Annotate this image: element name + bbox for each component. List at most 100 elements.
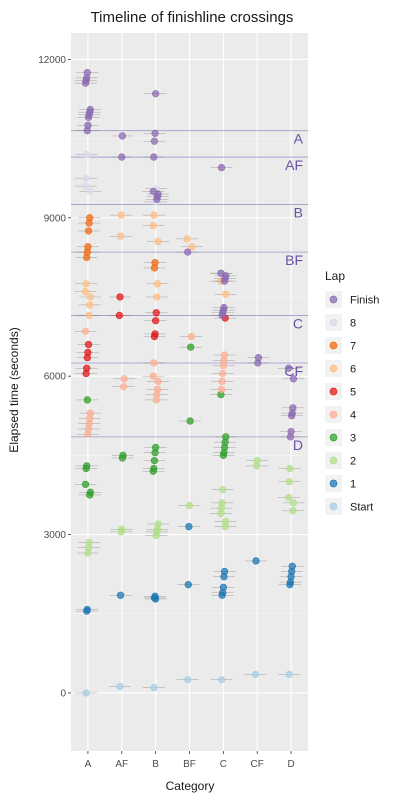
y-tick-label: 0 [60,688,66,699]
data-point [151,259,159,267]
data-point [153,280,162,288]
x-tick-label: CF [251,759,264,770]
data-point [217,269,225,277]
legend-label: 7 [350,341,356,353]
data-point [219,369,227,378]
data-point [151,90,160,98]
data-point [254,354,263,362]
data-point [120,375,128,383]
data-point [218,499,226,507]
data-point [220,567,229,576]
y-axis-title: Elapsed time (seconds) [7,327,21,452]
data-point [149,372,157,380]
data-point [153,385,162,394]
reference-line-label: D [293,437,303,453]
data-point [151,330,159,338]
data-point [118,132,127,140]
data-point [289,499,298,507]
data-point [117,211,125,219]
data-point [116,232,125,240]
data-point [287,427,295,436]
data-point [188,243,196,251]
data-point [150,359,158,367]
data-point [154,237,162,246]
data-point [86,409,94,417]
data-point [153,293,161,301]
legend-key [329,502,338,511]
reference-line-label: BF [285,252,303,268]
legend-label: 5 [350,387,356,399]
data-point [253,456,261,465]
legend-label: 3 [350,433,356,445]
data-point [83,462,91,470]
data-point [119,383,128,391]
data-point [220,351,229,359]
data-point [151,129,159,137]
chart-title: Timeline of finishline crossings [91,9,294,26]
data-point [84,227,93,235]
data-point [149,187,157,196]
data-point [83,364,91,372]
y-tick-label: 12000 [38,55,66,66]
y-tick-label: 9000 [44,213,67,224]
data-point [219,486,227,494]
legend-label: 2 [350,456,356,468]
data-point [185,501,194,510]
data-point [86,293,94,301]
data-point [184,581,192,589]
data-point [116,682,124,691]
data-point [85,311,93,320]
reference-line-label: B [294,205,303,221]
data-point [187,343,195,351]
data-point [150,683,158,692]
data-points [74,68,305,697]
legend-key [329,456,338,465]
legend-label: Finish [350,295,379,307]
data-point [286,464,294,473]
legend-label: 4 [350,410,356,422]
data-point [150,456,159,465]
data-point [154,520,162,528]
legend-label: 8 [350,318,356,330]
data-point [220,303,228,312]
data-point [82,280,90,288]
y-tick-label: 3000 [44,530,67,541]
data-point [84,121,92,130]
data-point [83,396,91,404]
y-axis: 0 3000 6000 9000 12000 [38,55,71,699]
data-point [288,562,296,570]
x-tick-label: D [287,759,294,770]
data-point [81,182,90,190]
data-point [289,404,297,412]
data-point [285,478,293,486]
legend-key [329,410,338,419]
data-point [116,591,125,599]
data-point [219,583,228,591]
data-point [289,375,298,383]
data-point [86,105,94,114]
data-point [183,235,191,243]
reference-line-label: A [294,131,304,147]
data-point [151,443,160,452]
data-point [86,301,94,309]
x-tick-label: C [220,759,227,770]
data-point [252,557,260,565]
data-point [289,507,297,515]
data-point [81,288,90,296]
data-point [187,332,195,341]
x-tick-label: B [152,759,159,770]
legend-label: 6 [350,364,356,376]
data-point [118,153,126,161]
legend-label: Start [350,502,373,514]
legend-key [329,479,338,488]
data-point [150,211,158,219]
legend-label: 1 [350,479,356,491]
data-point [285,670,293,679]
data-point [185,522,193,531]
data-point [150,464,158,473]
data-point [85,538,93,547]
data-point [184,676,192,684]
data-point [83,68,91,77]
